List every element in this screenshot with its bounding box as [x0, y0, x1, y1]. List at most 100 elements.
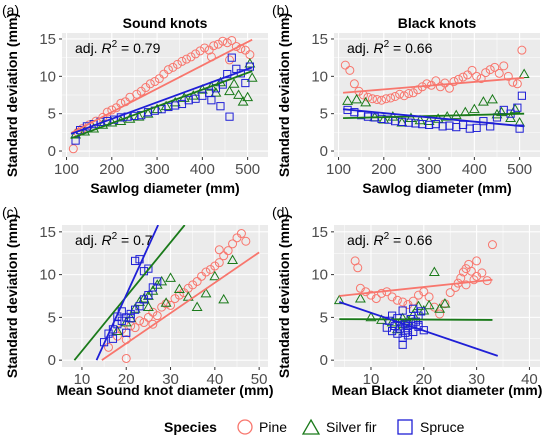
data-point: [371, 294, 381, 304]
data-point: [223, 69, 232, 79]
data-point: [381, 94, 391, 104]
annotation-value: = 0.7: [117, 232, 153, 248]
data-point: [423, 299, 435, 310]
fit-line-silver-fir: [70, 70, 253, 140]
series-spruce: [99, 255, 162, 347]
data-point: [148, 283, 157, 292]
data-point: [150, 77, 160, 87]
data-point: [360, 96, 372, 107]
data-point: [152, 311, 162, 321]
panel-tag: (b): [272, 2, 289, 18]
data-point: [242, 91, 254, 102]
legend-spruce-marker: [397, 419, 413, 435]
data-point: [172, 59, 182, 69]
data-point: [209, 41, 219, 51]
data-point: [408, 88, 418, 98]
data-point: [405, 112, 417, 123]
data-point: [228, 78, 240, 88]
data-point: [345, 65, 355, 75]
y-tick-label: 15: [39, 224, 56, 241]
data-point: [182, 54, 192, 64]
data-point: [151, 103, 163, 114]
data-point: [490, 62, 500, 72]
data-point: [104, 329, 113, 338]
data-point: [349, 79, 359, 89]
annotation-superscript: 2: [112, 39, 118, 50]
data-point: [397, 312, 409, 323]
r2-annotation: adj. R2 = 0.79: [75, 39, 161, 56]
data-point: [135, 316, 145, 326]
data-point: [218, 293, 230, 304]
fit-line-silver-fir: [73, 225, 186, 361]
y-tick-label: 5: [48, 106, 56, 123]
x-tick-label: 20: [415, 371, 432, 388]
fit-line-spruce: [70, 66, 253, 135]
fit-line-pine: [339, 278, 493, 297]
data-point: [428, 266, 440, 276]
fit-line-pine: [70, 38, 253, 134]
data-point: [354, 292, 366, 303]
x-tick-label: 200: [99, 161, 124, 178]
data-point: [214, 245, 224, 255]
legend-spruce-label: Spruce: [420, 419, 465, 435]
data-point: [130, 256, 140, 266]
data-point: [503, 71, 513, 81]
data-point: [207, 96, 216, 105]
data-point: [334, 294, 345, 305]
data-point: [395, 324, 405, 333]
data-point: [166, 300, 176, 310]
legend-silver-fir-marker: [301, 418, 321, 435]
data-point: [365, 311, 377, 322]
data-point: [396, 117, 408, 127]
data-point: [445, 288, 455, 298]
data-point: [129, 303, 141, 313]
y-tick-label: 10: [39, 68, 56, 85]
data-point: [245, 62, 254, 71]
x-axis-label: Sawlog diameter (mm): [362, 180, 511, 196]
y-tick-label: 0: [48, 143, 56, 160]
data-point: [435, 309, 445, 319]
data-point: [79, 125, 91, 136]
data-point: [372, 94, 382, 104]
data-point: [468, 103, 480, 114]
data-point: [160, 297, 172, 307]
data-point: [204, 45, 214, 55]
data-point: [142, 108, 154, 118]
data-point: [390, 91, 400, 101]
legend-pine-marker: [237, 419, 253, 435]
annotation-r: R: [101, 40, 111, 56]
x-tick-label: 100: [326, 161, 351, 178]
y-tick-label: 10: [311, 68, 328, 85]
annotation-r: R: [373, 40, 383, 56]
plot-area: [334, 240, 499, 357]
fit-line-pine: [342, 76, 525, 94]
fit-line-pine: [101, 251, 260, 361]
data-point: [130, 323, 140, 333]
x-tick-label: 10: [363, 371, 380, 388]
data-point: [133, 111, 145, 121]
data-point: [68, 144, 78, 154]
data-point: [463, 70, 473, 80]
data-point: [422, 79, 432, 89]
data-point: [351, 93, 363, 104]
legend-item-spruce: Spruce: [397, 419, 465, 435]
data-point: [104, 342, 114, 352]
legend-pine-label: Pine: [259, 419, 287, 435]
x-tick-label: 20: [118, 371, 135, 388]
data-point: [391, 323, 403, 334]
x-tick-label: 10: [74, 371, 91, 388]
data-point: [236, 229, 246, 239]
data-point: [174, 290, 184, 300]
y-axis-label: Standard deviation (mm): [276, 13, 292, 177]
y-tick-label: 15: [311, 224, 328, 241]
annotation-r: R: [373, 232, 383, 248]
data-point: [224, 85, 235, 96]
x-tick-label: 50: [251, 371, 268, 388]
y-tick-label: 0: [320, 143, 328, 160]
data-point: [486, 93, 498, 104]
data-point: [472, 123, 481, 132]
data-point: [401, 328, 410, 337]
panel-tag: (a): [2, 2, 19, 18]
data-point: [138, 292, 150, 303]
data-point: [126, 309, 135, 319]
